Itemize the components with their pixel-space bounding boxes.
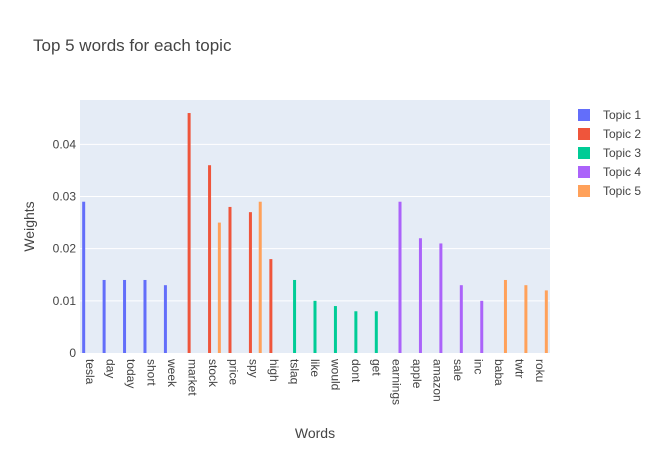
- legend-label: Topic 4: [603, 165, 641, 179]
- y-tick-label: 0.04: [53, 137, 77, 151]
- x-tick-label: high: [267, 359, 281, 382]
- bar-topic-1-day[interactable]: [102, 279, 106, 353]
- y-tick-label: 0.02: [53, 242, 77, 256]
- bar-topic-4-inc[interactable]: [480, 300, 484, 353]
- x-tick-label: tslaq: [288, 359, 302, 384]
- x-tick-label: twtr: [512, 359, 526, 378]
- y-axis-ticks: 0 0.01 0.02 0.03 0.04: [53, 137, 77, 360]
- legend[interactable]: Topic 1 Topic 2 Topic 3 Topic 4 Topic 5: [578, 108, 641, 198]
- x-tick-label: price: [226, 359, 240, 385]
- bars: [82, 113, 548, 354]
- y-tick-label: 0.03: [53, 190, 77, 204]
- bar-topic-5-roku[interactable]: [544, 290, 548, 353]
- legend-item[interactable]: Topic 2: [578, 127, 641, 141]
- x-tick-label: day: [104, 359, 118, 378]
- bar-topic-1-today[interactable]: [123, 279, 127, 353]
- legend-swatch: [578, 109, 590, 121]
- x-tick-label: would: [328, 358, 342, 390]
- bar-topic-3-tslaq[interactable]: [293, 279, 297, 353]
- legend-swatch: [578, 147, 590, 159]
- bar-topic-1-tesla[interactable]: [82, 201, 86, 353]
- x-tick-label: baba: [492, 359, 506, 386]
- legend-item[interactable]: Topic 5: [578, 184, 641, 198]
- x-tick-label: apple: [410, 359, 424, 389]
- x-tick-label: amazon: [431, 359, 445, 402]
- bar-topic-3-like[interactable]: [313, 300, 317, 353]
- x-tick-label: short: [145, 359, 159, 386]
- bar-topic-3-dont[interactable]: [354, 311, 358, 353]
- x-tick-label: roku: [533, 359, 547, 382]
- bar-topic-1-week[interactable]: [163, 285, 167, 353]
- legend-swatch: [578, 185, 590, 197]
- bar-topic-4-apple[interactable]: [418, 238, 422, 353]
- y-axis-title: Weights: [21, 201, 37, 251]
- x-tick-label: spy: [247, 359, 261, 378]
- legend-item[interactable]: Topic 1: [578, 108, 641, 122]
- bar-topic-5-stock[interactable]: [217, 222, 221, 353]
- y-tick-label: 0: [69, 346, 76, 360]
- x-tick-label: get: [369, 359, 383, 376]
- chart-title: Top 5 words for each topic: [33, 36, 232, 55]
- x-tick-label: like: [308, 359, 322, 377]
- y-tick-label: 0.01: [53, 294, 77, 308]
- legend-swatch: [578, 128, 590, 140]
- bar-topic-2-spy[interactable]: [248, 212, 252, 353]
- bar-topic-3-get[interactable]: [374, 311, 378, 353]
- x-axis-ticks: tesla day today short week market stock price sp…: [83, 358, 547, 405]
- legend-label: Topic 2: [603, 127, 641, 141]
- legend-label: Topic 3: [603, 146, 641, 160]
- x-tick-label: today: [124, 359, 138, 388]
- bar-topic-2-high[interactable]: [269, 259, 273, 353]
- bar-topic-5-spy[interactable]: [258, 201, 262, 353]
- x-tick-label: dont: [349, 359, 363, 383]
- x-tick-label: earnings: [390, 359, 404, 405]
- bar-topic-4-earnings[interactable]: [398, 201, 402, 353]
- bar-topic-5-baba[interactable]: [503, 279, 507, 353]
- x-tick-label: stock: [206, 359, 220, 388]
- bar-topic-3-would[interactable]: [333, 306, 337, 353]
- bar-topic-4-sale[interactable]: [459, 285, 463, 353]
- bar-topic-2-price[interactable]: [228, 206, 232, 353]
- bar-topic-2-market[interactable]: [187, 113, 191, 354]
- legend-label: Topic 5: [603, 184, 641, 198]
- legend-item[interactable]: Topic 4: [578, 165, 641, 179]
- legend-label: Topic 1: [603, 108, 641, 122]
- x-tick-label: inc: [471, 359, 485, 374]
- gridlines: [80, 143, 550, 302]
- x-tick-label: market: [185, 359, 199, 396]
- x-tick-label: sale: [451, 359, 465, 381]
- x-axis-title: Words: [295, 425, 335, 441]
- bar-topic-1-short[interactable]: [143, 279, 147, 353]
- bar-topic-4-amazon[interactable]: [439, 243, 443, 353]
- legend-item[interactable]: Topic 3: [578, 146, 641, 160]
- x-tick-label: tesla: [83, 359, 97, 385]
- x-tick-label: week: [165, 358, 179, 388]
- bar-topic-2-stock[interactable]: [208, 165, 212, 353]
- bar-topic-5-twtr[interactable]: [524, 285, 528, 353]
- legend-swatch: [578, 166, 590, 178]
